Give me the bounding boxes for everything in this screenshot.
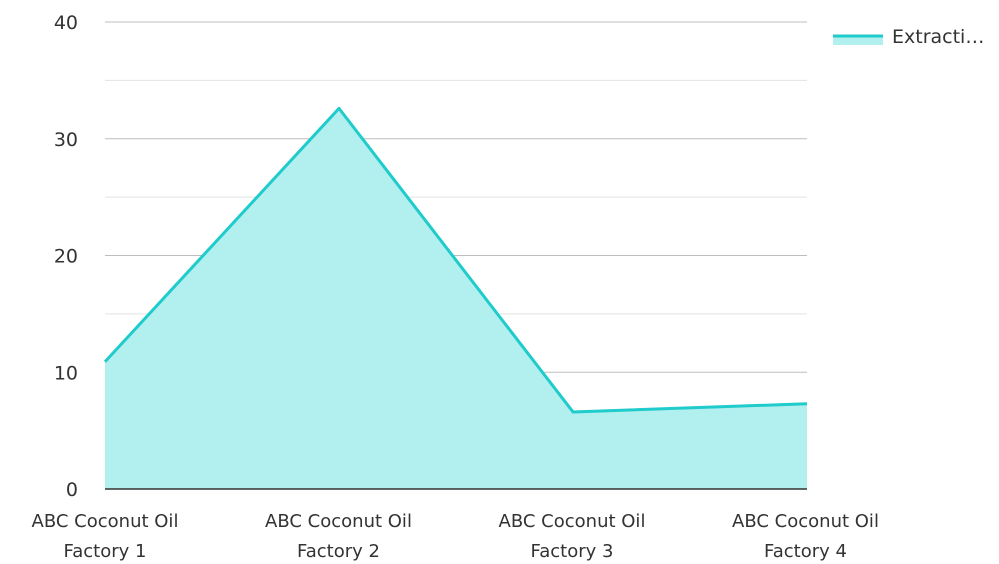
y-tick-label: 20 [54,246,78,268]
legend-swatch-fill [833,35,883,45]
legend-label: Extracti… [892,26,984,48]
data-point-4[interactable] [803,400,811,408]
area-series [101,104,811,490]
data-point-2[interactable] [335,104,343,112]
y-tick-label: 0 [66,479,78,501]
series-area-fill [105,108,807,490]
x-tick-label: ABC Coconut Oil Factory 3 [499,511,646,562]
y-tick-label: 30 [54,129,78,151]
y-axis-ticks: 0 10 20 30 40 [54,12,78,501]
series-line[interactable] [103,106,808,414]
x-tick-label: ABC Coconut Oil Factory 4 [732,511,879,562]
data-point-3[interactable] [569,408,577,416]
legend[interactable]: Extracti… [833,26,984,48]
data-point-1[interactable] [101,358,109,366]
x-axis-ticks: ABC Coconut Oil Factory 1 ABC Coconut Oil F… [32,511,879,562]
y-tick-label: 10 [54,362,78,384]
x-tick-label: ABC Coconut Oil Factory 2 [265,511,412,562]
y-tick-label: 40 [54,12,78,34]
x-tick-label: ABC Coconut Oil Factory 1 [32,511,179,562]
